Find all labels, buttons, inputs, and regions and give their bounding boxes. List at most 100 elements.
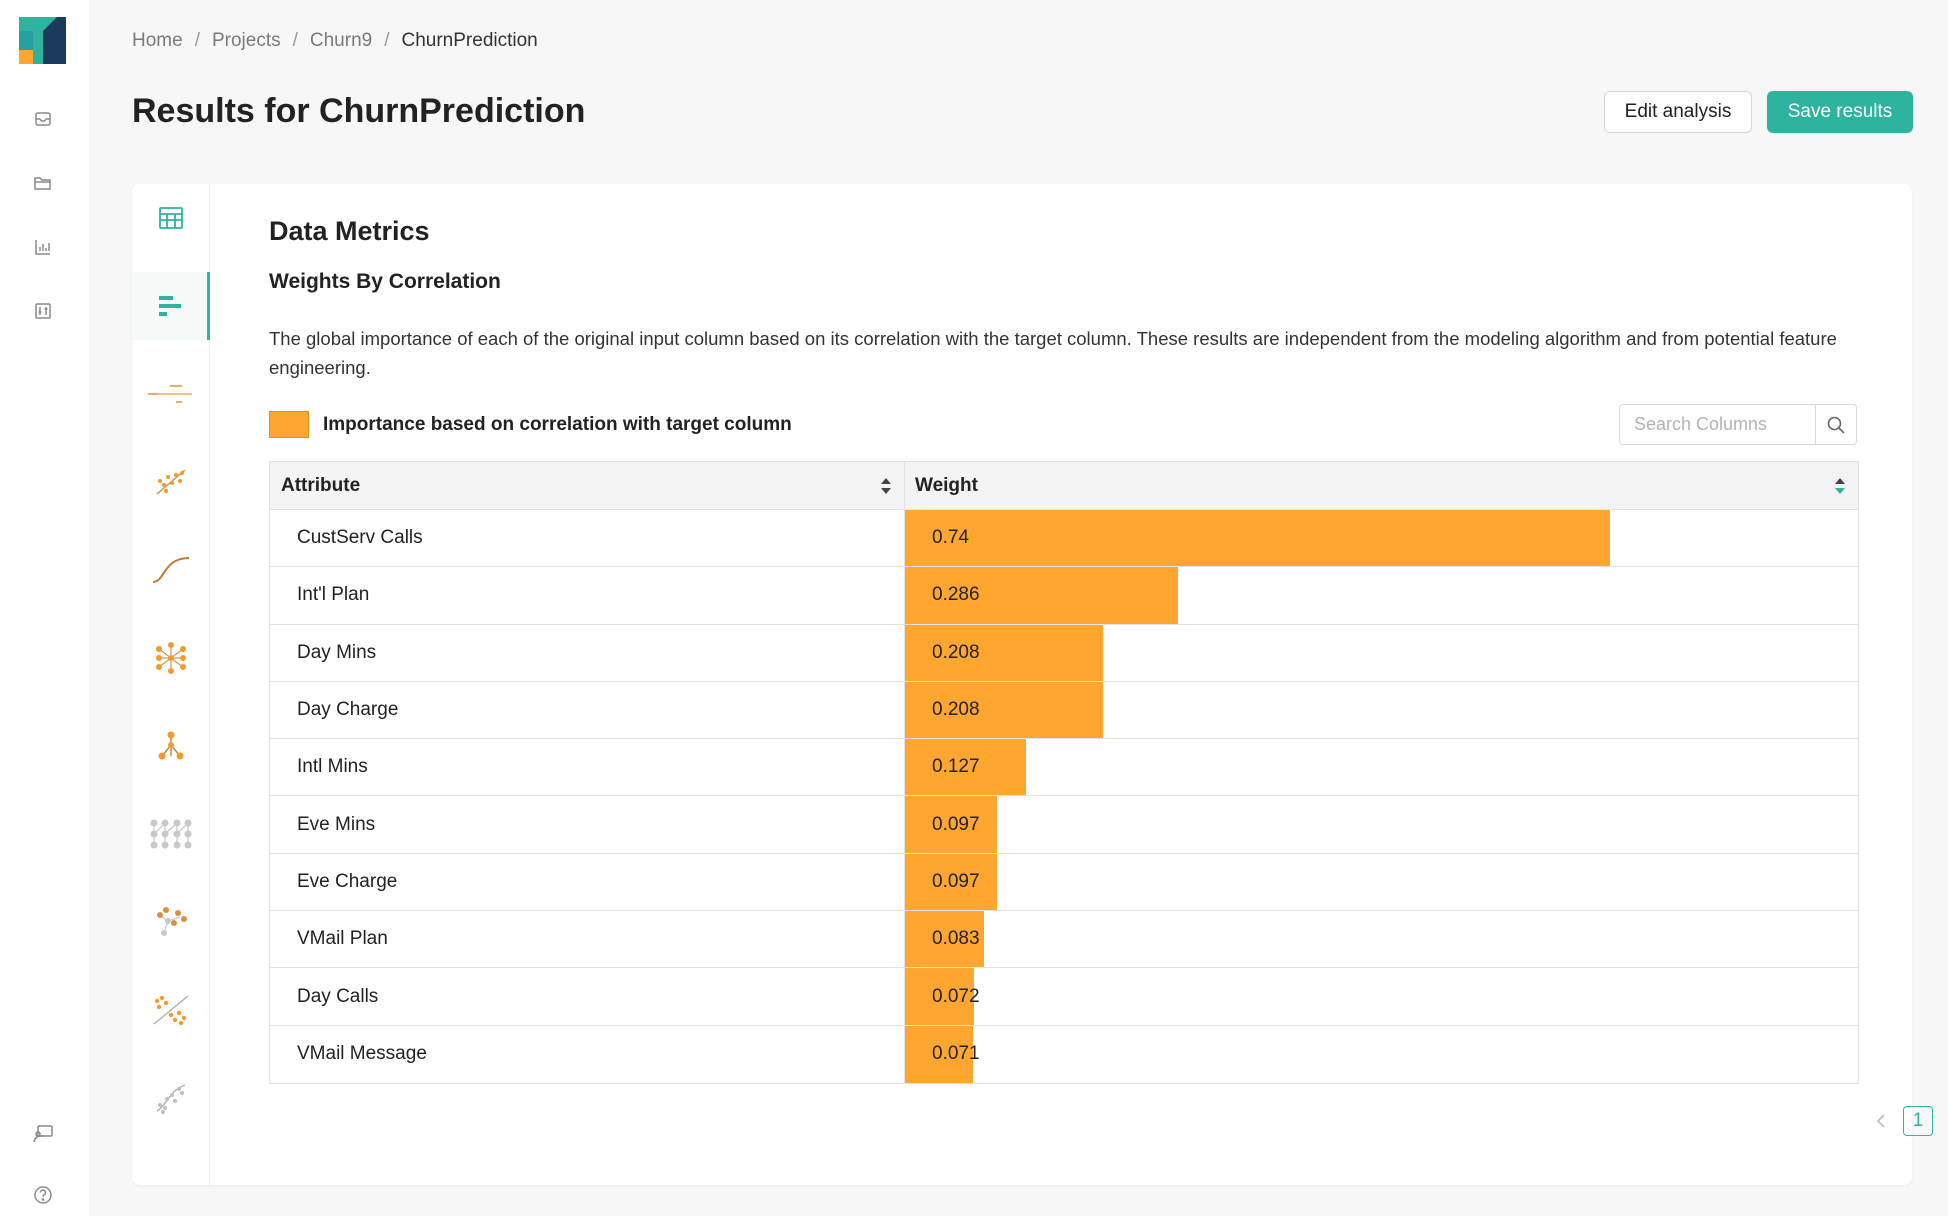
folder-icon[interactable] [28, 168, 58, 198]
chart-legend: Importance based on correlation with tar… [269, 411, 792, 438]
section-subtitle: Weights By Correlation [269, 270, 501, 293]
table-row[interactable]: CustServ Calls 0.74 [270, 510, 1858, 568]
attribute-cell: Day Calls [270, 968, 905, 1025]
weight-cell: 0.208 [905, 681, 1858, 739]
breadcrumb-separator: / [194, 30, 200, 51]
results-card: Data Metrics Weights By Correlation The … [132, 184, 1933, 1185]
table-row[interactable]: Day Mins 0.208 [270, 624, 1858, 682]
weight-cell: 0.072 [905, 968, 1858, 1025]
search-box [1619, 404, 1857, 445]
table-icon[interactable] [132, 184, 210, 252]
page-title: Results for ChurnPrediction [132, 92, 586, 130]
table-row[interactable]: Intl Mins 0.127 [270, 739, 1858, 797]
attribute-cell: Intl Mins [270, 739, 905, 796]
legend-swatch [269, 411, 309, 438]
weight-value: 0.072 [932, 985, 980, 1007]
weight-bar [905, 853, 998, 911]
left-nav [0, 0, 89, 1216]
network-icon[interactable] [132, 624, 210, 692]
regression-icon[interactable] [132, 1064, 210, 1132]
analysis-tabs [132, 184, 210, 1185]
attribute-cell: Eve Mins [270, 796, 905, 853]
app-logo[interactable] [19, 17, 66, 64]
weight-bar [905, 968, 974, 1025]
attribute-cell: CustServ Calls [270, 510, 905, 567]
breadcrumb-separator: / [292, 30, 298, 51]
weight-header-label: Weight [915, 474, 978, 496]
help-icon[interactable] [28, 1180, 58, 1210]
breadcrumb: Home / Projects / Churn9 / ChurnPredicti… [132, 30, 538, 52]
legend-label: Importance based on correlation with tar… [323, 413, 792, 435]
neural-net-icon[interactable] [132, 800, 210, 868]
weight-bar [905, 624, 1104, 681]
attribute-header-label: Attribute [281, 474, 361, 496]
weight-value: 0.286 [932, 584, 980, 606]
tree-icon[interactable] [132, 712, 210, 780]
search-icon[interactable] [1815, 405, 1856, 444]
scatter-icon[interactable] [132, 448, 210, 516]
weight-cell: 0.74 [905, 510, 1858, 567]
attribute-cell: VMail Plan [270, 911, 905, 968]
table-row[interactable]: VMail Message 0.071 [270, 1025, 1858, 1083]
weight-value: 0.127 [932, 756, 980, 778]
sliders-icon[interactable] [28, 296, 58, 326]
weight-cell: 0.286 [905, 567, 1858, 624]
weights-table: Attribute Weight CustServ Calls 0.74 Int'l… [269, 461, 1859, 1084]
table-row[interactable]: Eve Mins 0.097 [270, 796, 1858, 854]
page-button[interactable]: 2 [1943, 1106, 1948, 1136]
weight-cell: 0.097 [905, 796, 1858, 853]
breadcrumb-home[interactable]: Home [132, 30, 183, 51]
prev-page-icon[interactable] [1869, 1106, 1893, 1136]
weight-value: 0.083 [932, 928, 980, 950]
weight-cell: 0.097 [905, 853, 1858, 911]
section-description: The global importance of each of the ori… [269, 328, 1837, 378]
bar-chart-icon[interactable] [28, 232, 58, 262]
table-body: CustServ Calls 0.74 Int'l Plan 0.286 Day Min… [270, 510, 1858, 1083]
table-row[interactable]: Day Charge 0.208 [270, 681, 1858, 740]
section-title: Data Metrics [269, 216, 430, 246]
sort-icon[interactable] [880, 476, 892, 496]
horizontal-bars-icon[interactable] [132, 272, 210, 340]
weight-value: 0.208 [932, 641, 980, 663]
table-row[interactable]: Eve Charge 0.097 [270, 853, 1858, 912]
breadcrumb-project[interactable]: Churn9 [309, 30, 373, 51]
weight-bar [905, 796, 998, 853]
page-button[interactable]: 1 [1903, 1106, 1933, 1136]
edit-analysis-button[interactable]: Edit analysis [1604, 91, 1752, 133]
weight-value: 0.071 [932, 1043, 980, 1065]
attribute-cell: Day Charge [270, 681, 905, 739]
weight-column-header[interactable]: Weight [905, 462, 1858, 509]
feedback-icon[interactable] [28, 1119, 58, 1149]
search-columns-input[interactable] [1620, 405, 1815, 444]
weight-cell: 0.071 [905, 1025, 1858, 1083]
cluster-icon[interactable] [132, 888, 210, 956]
breadcrumb-separator: / [384, 30, 390, 51]
table-row[interactable]: Int'l Plan 0.286 [270, 567, 1858, 625]
weight-bar [905, 1025, 973, 1083]
save-results-button[interactable]: Save results [1767, 91, 1913, 133]
weight-value: 0.097 [932, 813, 980, 835]
weight-value: 0.74 [932, 527, 969, 549]
attribute-cell: Eve Charge [270, 853, 905, 911]
pagination: 1 2 [1869, 1106, 1948, 1136]
weight-bar [905, 681, 1104, 739]
partial-plot-icon[interactable] [132, 360, 210, 428]
table-header: Attribute Weight [270, 462, 1858, 510]
curve-icon[interactable] [132, 536, 210, 604]
breadcrumb-projects[interactable]: Projects [211, 30, 281, 51]
weight-bar [905, 510, 1611, 567]
weight-cell: 0.127 [905, 739, 1858, 796]
attribute-column-header[interactable]: Attribute [270, 462, 905, 509]
weight-bar [905, 911, 985, 968]
table-row[interactable]: VMail Plan 0.083 [270, 911, 1858, 969]
weight-bar [905, 739, 1027, 796]
weight-cell: 0.208 [905, 624, 1858, 681]
weight-cell: 0.083 [905, 911, 1858, 968]
table-row[interactable]: Day Calls 0.072 [270, 968, 1858, 1026]
weight-value: 0.208 [932, 699, 980, 721]
sort-descending-icon[interactable] [1834, 476, 1846, 496]
scatter-split-icon[interactable] [132, 976, 210, 1044]
breadcrumb-current: ChurnPrediction [401, 30, 538, 51]
weight-value: 0.097 [932, 870, 980, 892]
inbox-icon[interactable] [28, 104, 58, 134]
